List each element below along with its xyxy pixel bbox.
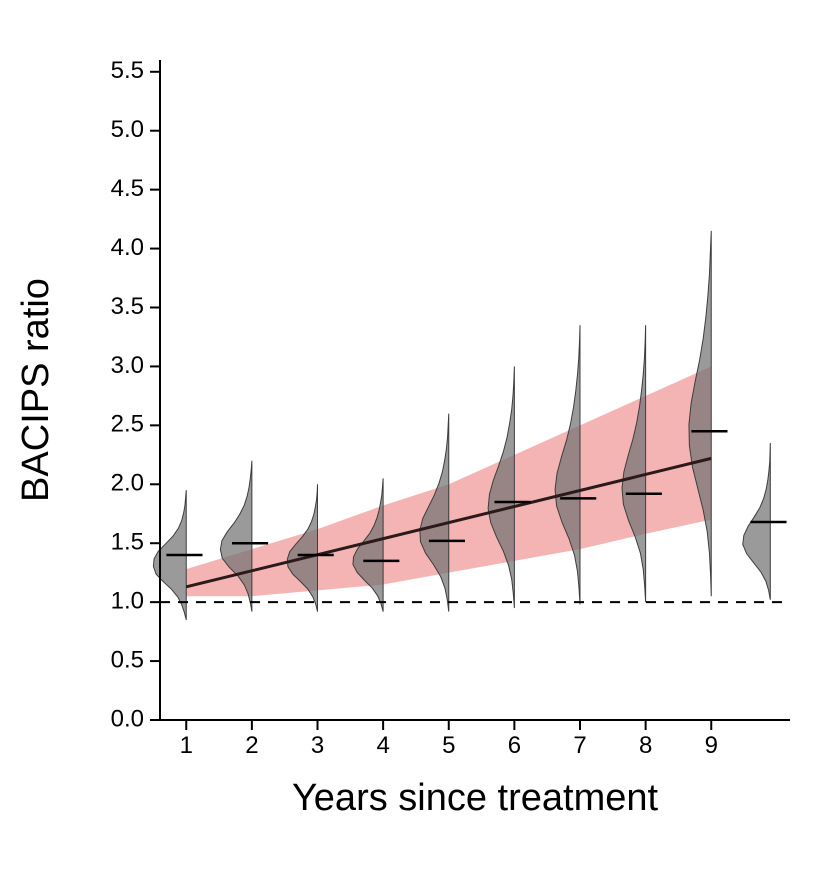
violin xyxy=(488,366,514,608)
x-tick-label: 9 xyxy=(705,732,718,759)
x-tick-label: 3 xyxy=(311,732,324,759)
violin xyxy=(689,231,711,596)
y-tick-label: 2.0 xyxy=(111,470,144,497)
x-tick-label: 6 xyxy=(508,732,521,759)
x-tick-label: 1 xyxy=(180,732,193,759)
y-tick-label: 1.0 xyxy=(111,587,144,614)
y-tick-label: 5.0 xyxy=(111,116,144,143)
y-tick-label: 5.5 xyxy=(111,57,144,84)
y-tick-label: 0.0 xyxy=(111,705,144,732)
x-tick-label: 2 xyxy=(245,732,258,759)
y-axis-title: BACIPS ratio xyxy=(15,278,57,502)
y-tick-label: 4.0 xyxy=(111,234,144,261)
y-tick-label: 2.5 xyxy=(111,411,144,438)
y-tick-label: 3.5 xyxy=(111,293,144,320)
chart-svg: 0.0 0.5 1.0 1.5 2.0 2.5 3.0 3.5 4.0 4.5 5.0 5.5 1 2 3 4… xyxy=(0,0,833,884)
x-axis-title: Years since treatment xyxy=(292,777,659,819)
x-tick-label: 5 xyxy=(442,732,455,759)
x-tick-label: 8 xyxy=(639,732,652,759)
bacips-chart: 0.0 0.5 1.0 1.5 2.0 2.5 3.0 3.5 4.0 4.5 5.0 5.5 1 2 3 4… xyxy=(0,0,833,884)
y-tick-label: 0.5 xyxy=(111,646,144,673)
y-tick-label: 3.0 xyxy=(111,352,144,379)
y-tick-label: 1.5 xyxy=(111,529,144,556)
violin xyxy=(622,325,646,602)
x-tick-label: 4 xyxy=(376,732,389,759)
y-tick-label: 4.5 xyxy=(111,175,144,202)
x-tick-label: 7 xyxy=(573,732,586,759)
violin xyxy=(555,325,580,604)
